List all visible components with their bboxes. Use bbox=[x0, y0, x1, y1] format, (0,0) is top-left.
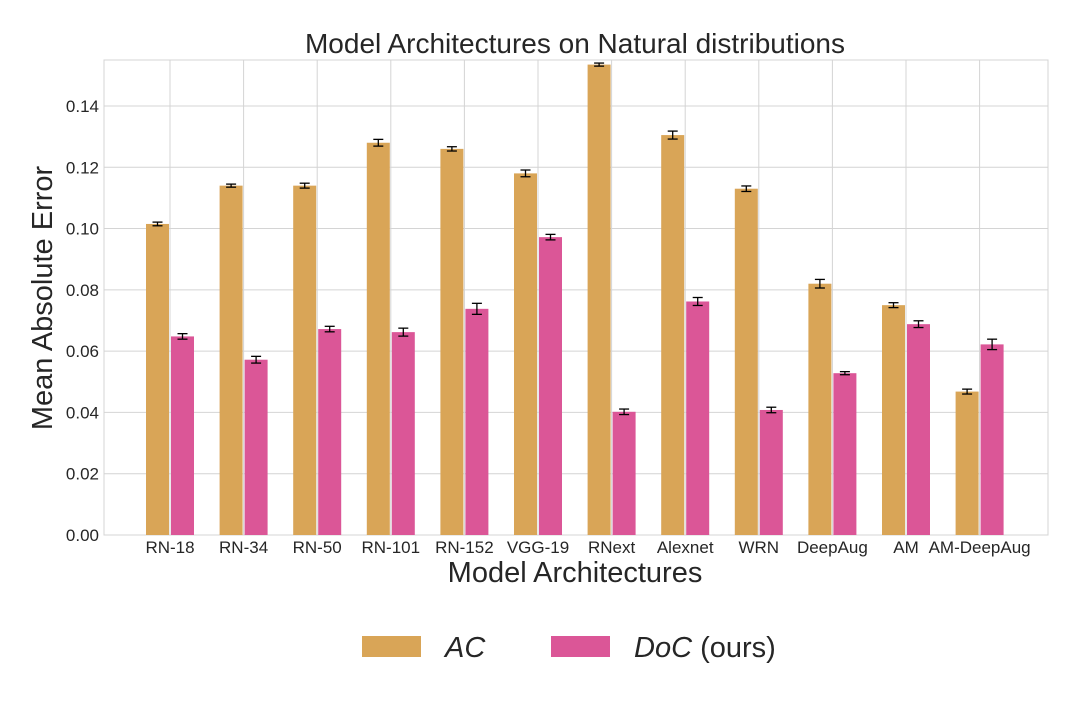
x-tick-label: VGG-19 bbox=[507, 538, 569, 557]
bar-ac bbox=[366, 142, 390, 535]
x-axis-label: Model Architectures bbox=[448, 557, 703, 589]
x-tick-label: RN-34 bbox=[219, 538, 268, 557]
bar-ac bbox=[734, 188, 758, 536]
x-tick-label: WRN bbox=[738, 538, 779, 557]
bar-ac bbox=[661, 135, 685, 536]
bar-ac bbox=[219, 185, 243, 536]
bar-ac bbox=[440, 148, 464, 535]
y-tick-label: 0.04 bbox=[66, 403, 99, 422]
bar-doc bbox=[318, 329, 342, 535]
bar-doc bbox=[391, 332, 415, 535]
bar-ac bbox=[955, 391, 979, 535]
bar-doc bbox=[980, 344, 1004, 535]
bars bbox=[146, 64, 1004, 536]
bar-doc bbox=[244, 359, 268, 535]
x-tick-label: RN-152 bbox=[435, 538, 494, 557]
bar-doc bbox=[171, 336, 194, 535]
bar-doc bbox=[907, 324, 930, 535]
chart-title: Model Architectures on Natural distribut… bbox=[305, 28, 845, 59]
bar-ac bbox=[146, 223, 169, 536]
bar-ac bbox=[293, 185, 317, 536]
bar-doc bbox=[465, 308, 489, 535]
y-tick-label: 0.00 bbox=[66, 526, 99, 545]
x-tick-label: RN-101 bbox=[362, 538, 421, 557]
bar-doc bbox=[539, 237, 562, 535]
legend-swatch-ac bbox=[362, 636, 421, 657]
legend-label-ac: AC bbox=[443, 632, 486, 664]
y-tick-label: 0.02 bbox=[66, 465, 99, 484]
x-tick-label: RN-50 bbox=[293, 538, 342, 557]
bar-doc bbox=[686, 301, 710, 535]
x-tick-label: AM-DeepAug bbox=[929, 538, 1031, 557]
bar-doc bbox=[612, 411, 636, 535]
plot-frame bbox=[103, 59, 1049, 536]
bar-doc bbox=[833, 373, 857, 535]
legend-swatch-doc bbox=[551, 636, 610, 657]
x-tick-label: RNext bbox=[588, 538, 636, 557]
bar-ac bbox=[882, 305, 905, 535]
legend-label-doc: DoC (ours) bbox=[634, 632, 776, 664]
bar-ac bbox=[587, 64, 611, 535]
x-tick-label: RN-18 bbox=[145, 538, 194, 557]
y-tick-label: 0.08 bbox=[66, 281, 99, 300]
x-tick-label: DeepAug bbox=[797, 538, 868, 557]
y-tick-label: 0.06 bbox=[66, 342, 99, 361]
legend: AC DoC (ours) bbox=[362, 632, 776, 664]
error-bars bbox=[152, 62, 998, 416]
y-tick-label: 0.12 bbox=[66, 158, 99, 177]
y-axis-label: Mean Absolute Error bbox=[27, 165, 59, 430]
y-tick-label: 0.10 bbox=[66, 220, 99, 239]
bar-ac bbox=[808, 283, 832, 535]
y-tick-label: 0.14 bbox=[66, 97, 99, 116]
tick-labels: 0.00 0.02 0.04 0.06 0.08 0.10 0.12 0.14 RN-18 RN-… bbox=[66, 97, 1031, 557]
bar-ac bbox=[514, 173, 537, 536]
x-tick-label: AM bbox=[893, 538, 919, 557]
bar-doc bbox=[759, 409, 783, 535]
x-tick-label: Alexnet bbox=[657, 538, 714, 557]
